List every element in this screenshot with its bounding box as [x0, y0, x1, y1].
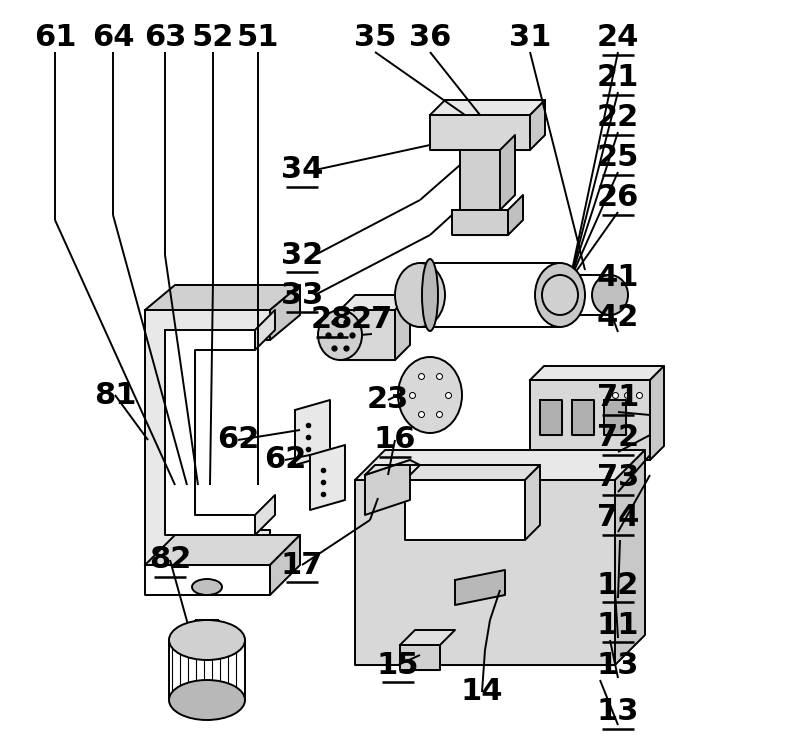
Ellipse shape: [398, 357, 462, 433]
Polygon shape: [525, 465, 540, 540]
Polygon shape: [530, 380, 650, 460]
Text: 64: 64: [92, 23, 134, 52]
Polygon shape: [340, 295, 410, 310]
Text: 33: 33: [281, 280, 323, 309]
Text: 62: 62: [264, 446, 306, 475]
Polygon shape: [365, 460, 420, 475]
Text: 31: 31: [509, 23, 551, 52]
Polygon shape: [340, 310, 395, 360]
Text: 25: 25: [597, 144, 639, 172]
Text: 16: 16: [374, 425, 416, 455]
Polygon shape: [270, 285, 300, 340]
Polygon shape: [508, 195, 523, 235]
Text: 41: 41: [597, 264, 639, 293]
Ellipse shape: [592, 275, 628, 315]
Text: 21: 21: [597, 64, 639, 92]
Ellipse shape: [192, 579, 222, 595]
Ellipse shape: [169, 620, 245, 660]
Polygon shape: [604, 400, 626, 435]
Polygon shape: [145, 535, 300, 565]
Text: 13: 13: [597, 697, 639, 727]
Polygon shape: [270, 535, 300, 595]
Text: 71: 71: [597, 383, 639, 413]
Text: 24: 24: [597, 23, 639, 52]
Polygon shape: [400, 645, 440, 670]
Polygon shape: [165, 330, 255, 535]
Text: 73: 73: [597, 464, 639, 493]
Text: 74: 74: [597, 503, 639, 533]
Text: 22: 22: [597, 103, 639, 133]
Text: 28: 28: [311, 306, 353, 335]
Text: 62: 62: [217, 425, 259, 455]
Ellipse shape: [422, 259, 438, 331]
Polygon shape: [255, 310, 275, 350]
Polygon shape: [310, 445, 345, 510]
Ellipse shape: [395, 263, 445, 327]
Text: 23: 23: [367, 386, 409, 414]
Polygon shape: [452, 210, 508, 235]
Text: 51: 51: [237, 23, 279, 52]
Text: 15: 15: [377, 650, 419, 679]
Polygon shape: [430, 100, 545, 115]
Polygon shape: [400, 630, 455, 645]
Polygon shape: [405, 480, 525, 540]
Polygon shape: [405, 465, 540, 480]
Polygon shape: [455, 570, 505, 605]
Polygon shape: [395, 295, 410, 360]
Text: 81: 81: [94, 380, 136, 410]
Polygon shape: [145, 285, 300, 310]
Polygon shape: [572, 400, 594, 435]
Text: 52: 52: [192, 23, 234, 52]
Text: 42: 42: [597, 303, 639, 333]
Text: 27: 27: [351, 306, 393, 335]
Text: 36: 36: [409, 23, 451, 52]
Polygon shape: [460, 150, 500, 210]
Text: 12: 12: [597, 571, 639, 599]
Ellipse shape: [318, 310, 362, 360]
Polygon shape: [650, 366, 664, 460]
Text: 61: 61: [34, 23, 76, 52]
Polygon shape: [430, 115, 530, 150]
Text: 72: 72: [597, 423, 639, 452]
Text: 14: 14: [461, 678, 503, 706]
Polygon shape: [540, 400, 562, 435]
Polygon shape: [365, 460, 410, 515]
Text: 11: 11: [597, 610, 639, 640]
Polygon shape: [255, 495, 275, 535]
Polygon shape: [500, 135, 515, 210]
Ellipse shape: [169, 680, 245, 720]
Polygon shape: [530, 100, 545, 150]
Text: 35: 35: [354, 23, 396, 52]
Polygon shape: [530, 366, 664, 380]
Polygon shape: [145, 310, 270, 565]
Polygon shape: [355, 450, 645, 480]
Ellipse shape: [535, 263, 585, 327]
Polygon shape: [615, 450, 645, 665]
Text: 26: 26: [597, 184, 639, 213]
Text: 82: 82: [149, 545, 191, 574]
Text: 17: 17: [281, 551, 323, 580]
Ellipse shape: [542, 275, 578, 315]
Polygon shape: [295, 400, 330, 465]
Polygon shape: [355, 480, 615, 665]
Text: 13: 13: [597, 650, 639, 679]
Text: 34: 34: [281, 156, 323, 184]
Text: 63: 63: [144, 23, 186, 52]
Text: 32: 32: [281, 240, 323, 270]
